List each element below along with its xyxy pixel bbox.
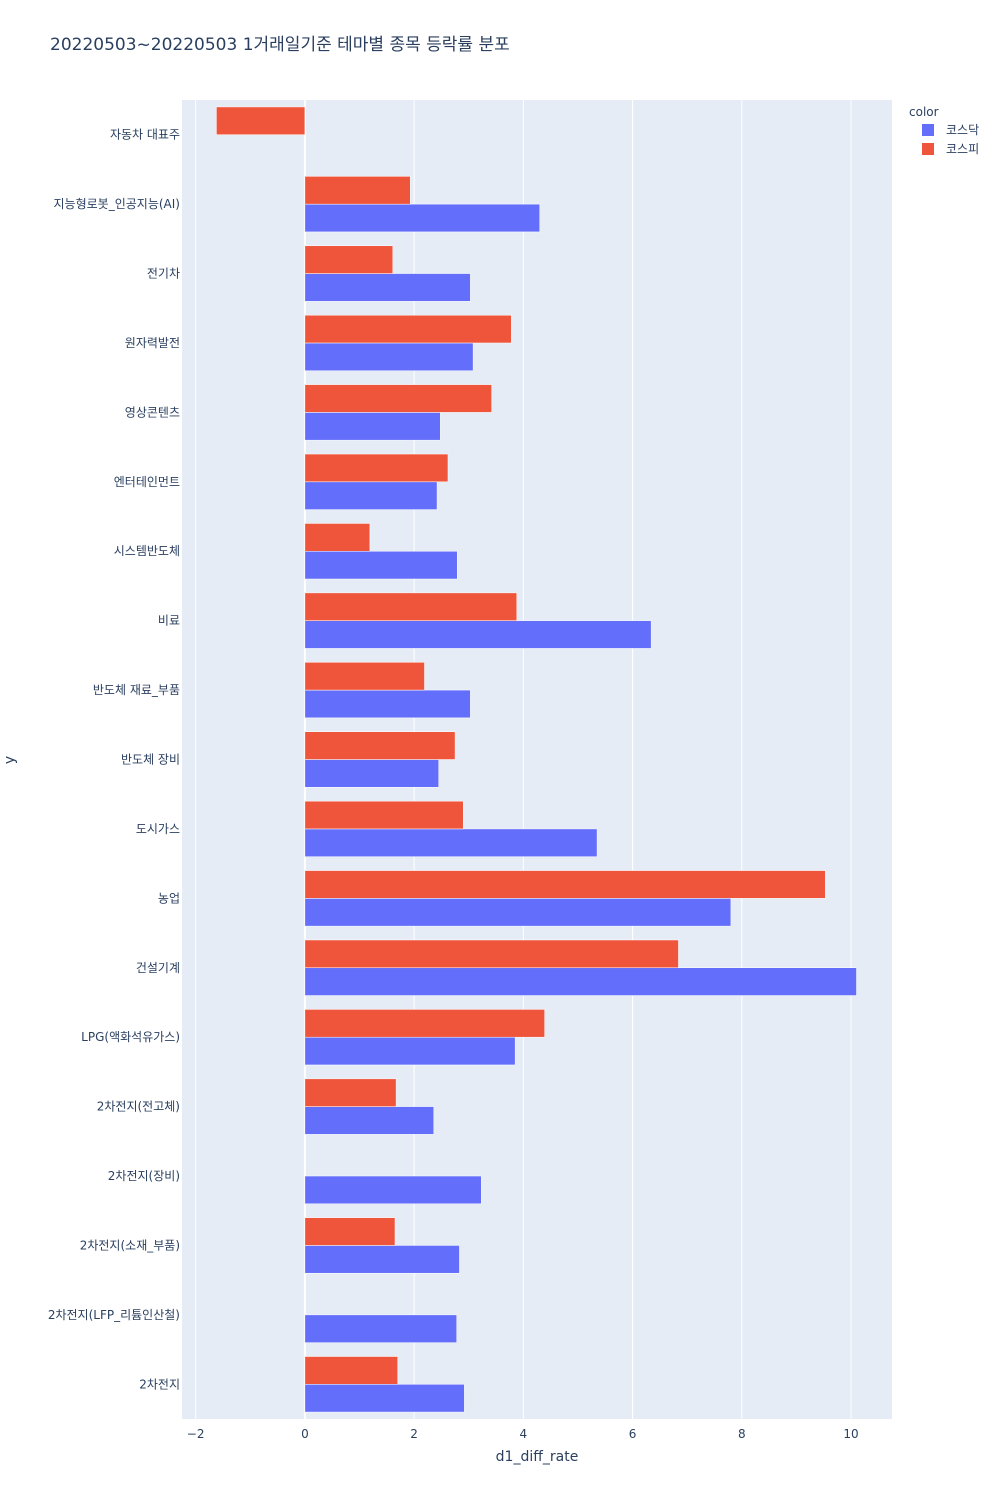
x-tick-label: −2 xyxy=(187,1427,205,1441)
chart-title: 20220503~20220503 1거래일기준 테마별 종목 등락률 분포 xyxy=(50,35,510,55)
legend-label[interactable]: 코스닥 xyxy=(946,123,979,137)
bar-코스닥 xyxy=(304,550,458,580)
bar-코스피 xyxy=(304,870,826,899)
x-tick-label: 4 xyxy=(520,1427,528,1441)
y-tick-label: 반도체 장비 xyxy=(121,753,180,767)
bar-코스닥 xyxy=(304,1106,435,1135)
y-tick-label: 농업 xyxy=(158,891,180,905)
x-tick-label: 2 xyxy=(410,1427,418,1441)
y-tick-label: 엔터테인먼트 xyxy=(114,475,180,489)
bar-코스피 xyxy=(304,245,394,274)
legend-swatch[interactable] xyxy=(922,143,934,155)
y-tick-label: 전기차 xyxy=(147,267,180,281)
bar-코스피 xyxy=(304,176,411,205)
bar-코스닥 xyxy=(304,1384,465,1413)
x-tick-label: 8 xyxy=(738,1427,746,1441)
y-tick-label: 도시가스 xyxy=(136,822,180,836)
bar-코스피 xyxy=(304,1356,398,1385)
y-tick-label: 2차전지(전고체) xyxy=(97,1100,180,1114)
y-tick-label: 반도체 재료_부품 xyxy=(93,683,180,697)
bar-코스피 xyxy=(304,592,518,621)
bar-코스피 xyxy=(216,106,306,135)
y-tick-label: 비료 xyxy=(158,614,180,628)
bar-코스피 xyxy=(304,453,449,483)
y-tick-label: 2차전지 xyxy=(139,1377,180,1391)
legend-swatch[interactable] xyxy=(922,124,934,136)
y-tick-label: 원자력발전 xyxy=(125,336,180,350)
x-tick-label: 0 xyxy=(301,1427,309,1441)
bar-코스닥 xyxy=(304,759,439,788)
plot-area xyxy=(182,100,892,1419)
y-axis-title: y xyxy=(2,756,18,764)
bar-코스닥 xyxy=(304,967,857,996)
bar-코스닥 xyxy=(304,689,471,719)
x-tick-label: 10 xyxy=(843,1427,858,1441)
bar-코스닥 xyxy=(304,620,652,649)
y-tick-label: 영상콘텐츠 xyxy=(125,405,180,419)
bar-코스피 xyxy=(304,1009,545,1038)
bar-코스피 xyxy=(304,731,456,760)
bar-코스닥 xyxy=(304,1036,516,1066)
y-tick-label: LPG(액화석유가스) xyxy=(81,1030,180,1044)
bar-코스닥 xyxy=(304,342,474,371)
bar-코스피 xyxy=(304,1217,396,1246)
bar-코스피 xyxy=(304,800,464,830)
bar-코스피 xyxy=(304,314,512,344)
y-tick-label: 2차전지(장비) xyxy=(108,1169,180,1183)
legend-title: color xyxy=(909,105,939,119)
x-axis-title: d1_diff_rate xyxy=(496,1449,579,1465)
legend-label[interactable]: 코스피 xyxy=(946,142,979,156)
bar-코스닥 xyxy=(304,1175,482,1205)
bar-코스닥 xyxy=(304,1245,460,1274)
y-tick-label: 지능형로봇_인공지능(AI) xyxy=(54,197,180,211)
y-tick-label: 건설기계 xyxy=(136,961,180,975)
bar-코스닥 xyxy=(304,203,540,233)
y-tick-label: 2차전지(LFP_리튬인산철) xyxy=(48,1308,180,1322)
bar-코스닥 xyxy=(304,828,598,857)
bar-코스닥 xyxy=(304,481,438,510)
bar-코스피 xyxy=(304,523,371,552)
y-tick-label: 2차전지(소재_부품) xyxy=(80,1238,180,1252)
x-tick-label: 6 xyxy=(629,1427,637,1441)
bar-코스피 xyxy=(304,662,425,691)
y-tick-label: 시스템반도체 xyxy=(114,544,180,558)
bar-코스닥 xyxy=(304,898,732,927)
bar-코스피 xyxy=(304,939,679,969)
bars xyxy=(216,106,857,1413)
bar-코스피 xyxy=(304,384,492,413)
bar-코스닥 xyxy=(304,273,471,302)
bar-코스닥 xyxy=(304,1314,457,1343)
x-axis-ticks: −2 0 2 4 6 8 10 xyxy=(187,1427,859,1441)
bar-코스닥 xyxy=(304,412,441,441)
y-tick-label: 자동차 대표주 xyxy=(110,128,180,142)
bar-코스피 xyxy=(304,1078,397,1107)
